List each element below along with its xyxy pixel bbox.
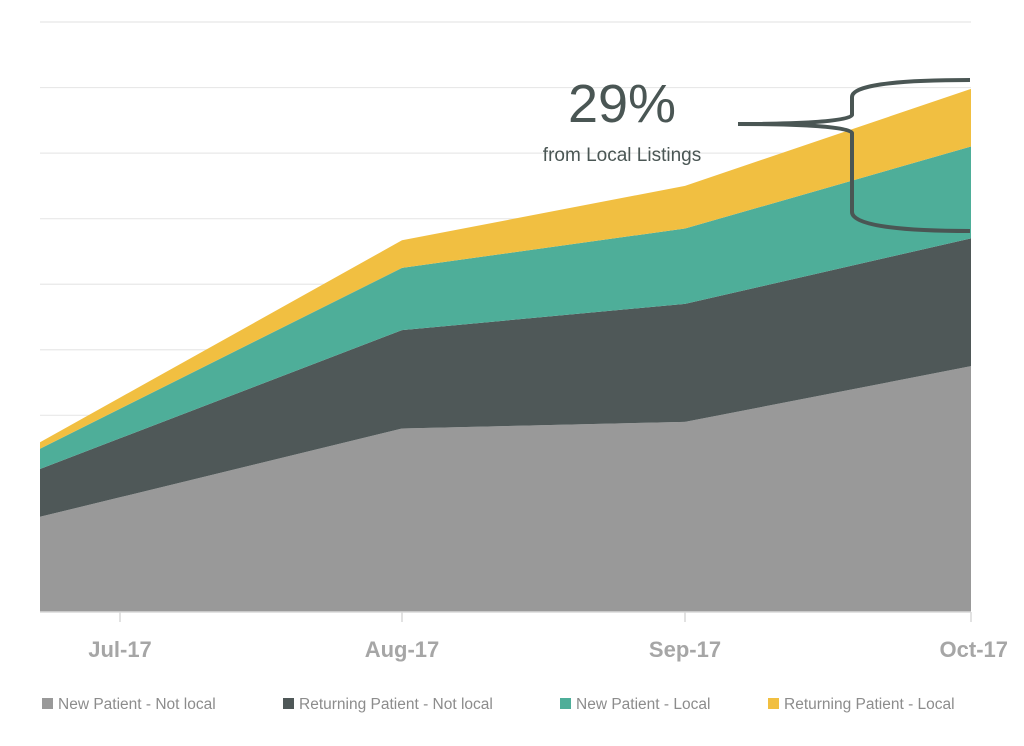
annotation-value: 29% [568,74,676,134]
legend: New Patient - Not local Returning Patient… [42,696,955,713]
legend-label: Returning Patient - Local [784,696,955,713]
area-series-3 [40,146,971,469]
area-series-2 [40,238,971,517]
legend-swatch [560,698,571,709]
area-series-4 [40,88,971,449]
x-tick-label: Oct-17 [940,637,1008,662]
legend-swatch [768,698,779,709]
x-tick-label: Jul-17 [88,637,152,662]
annotation-text: from Local Listings [543,145,701,166]
legend-swatch [42,698,53,709]
area-series-1 [40,366,971,612]
area-series [40,88,971,612]
annotation-brace-lower [737,122,971,233]
legend-label: Returning Patient - Not local [299,696,493,713]
legend-label: New Patient - Local [576,696,710,713]
x-tick-label: Aug-17 [365,637,440,662]
x-tick-label: Sep-17 [649,637,721,662]
legend-label: New Patient - Not local [58,696,216,713]
annotation: 29% from Local Listings [543,74,971,233]
legend-swatch [283,698,294,709]
x-axis-ticks [119,612,972,622]
x-axis-labels: Jul-17 Aug-17 Sep-17 Oct-17 [88,637,1008,662]
